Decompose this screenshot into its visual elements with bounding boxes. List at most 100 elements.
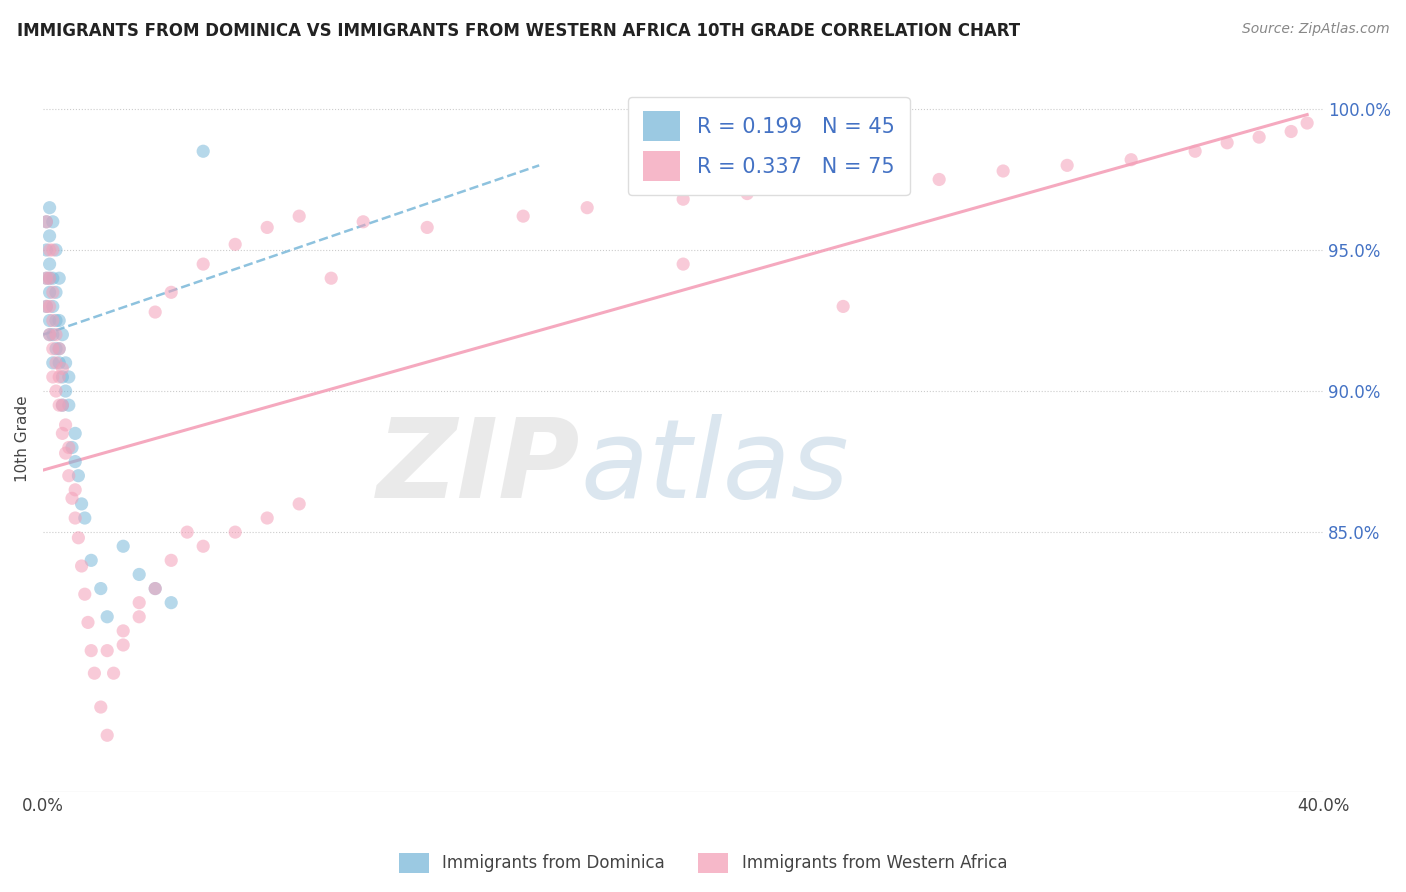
- Point: [35, 300, 58, 314]
- Point: [51, 398, 73, 412]
- Point: [73, 511, 96, 525]
- Point: [83, 666, 105, 681]
- Point: [51, 398, 73, 412]
- Point: [70, 497, 93, 511]
- Y-axis label: 10th Grade: 10th Grade: [15, 396, 30, 483]
- Point: [38, 300, 60, 314]
- Point: [1296, 116, 1319, 130]
- Point: [42, 327, 65, 342]
- Point: [35, 271, 58, 285]
- Point: [35, 243, 58, 257]
- Point: [35, 215, 58, 229]
- Point: [51, 361, 73, 376]
- Point: [128, 596, 150, 610]
- Point: [45, 327, 67, 342]
- Point: [51, 327, 73, 342]
- Point: [193, 539, 215, 553]
- Point: [63, 454, 86, 468]
- Point: [128, 609, 150, 624]
- Point: [832, 300, 855, 314]
- Point: [51, 370, 73, 384]
- Point: [73, 587, 96, 601]
- Point: [176, 525, 198, 540]
- Point: [288, 497, 311, 511]
- Point: [80, 643, 103, 657]
- Point: [672, 192, 695, 206]
- Point: [321, 271, 343, 285]
- Point: [58, 468, 80, 483]
- Point: [63, 483, 86, 497]
- Point: [58, 370, 80, 384]
- Point: [38, 313, 60, 327]
- Point: [288, 209, 311, 223]
- Point: [35, 215, 58, 229]
- Legend: R = 0.199   N = 45, R = 0.337   N = 75: R = 0.199 N = 45, R = 0.337 N = 75: [628, 96, 910, 195]
- Point: [112, 624, 135, 638]
- Point: [60, 491, 83, 506]
- Point: [45, 342, 67, 356]
- Point: [42, 356, 65, 370]
- Point: [70, 559, 93, 574]
- Point: [48, 342, 70, 356]
- Point: [735, 186, 758, 201]
- Point: [256, 511, 278, 525]
- Point: [576, 201, 599, 215]
- Point: [512, 209, 534, 223]
- Point: [160, 596, 183, 610]
- Point: [38, 228, 60, 243]
- Point: [160, 285, 183, 300]
- Point: [416, 220, 439, 235]
- Point: [45, 313, 67, 327]
- Point: [38, 271, 60, 285]
- Point: [128, 567, 150, 582]
- Point: [45, 356, 67, 370]
- Point: [928, 172, 950, 186]
- Point: [1121, 153, 1143, 167]
- Point: [51, 426, 73, 441]
- Point: [38, 271, 60, 285]
- Point: [224, 525, 246, 540]
- Point: [42, 370, 65, 384]
- Point: [48, 342, 70, 356]
- Point: [1279, 124, 1302, 138]
- Point: [58, 398, 80, 412]
- Point: [42, 285, 65, 300]
- Point: [63, 511, 86, 525]
- Point: [38, 327, 60, 342]
- Point: [77, 615, 100, 630]
- Point: [42, 215, 65, 229]
- Point: [48, 398, 70, 412]
- Point: [38, 257, 60, 271]
- Point: [63, 426, 86, 441]
- Point: [90, 700, 112, 714]
- Point: [143, 582, 166, 596]
- Point: [42, 300, 65, 314]
- Point: [45, 243, 67, 257]
- Point: [352, 215, 374, 229]
- Point: [90, 582, 112, 596]
- Text: ZIP: ZIP: [377, 414, 581, 521]
- Point: [55, 446, 77, 460]
- Text: IMMIGRANTS FROM DOMINICA VS IMMIGRANTS FROM WESTERN AFRICA 10TH GRADE CORRELATIO: IMMIGRANTS FROM DOMINICA VS IMMIGRANTS F…: [17, 22, 1019, 40]
- Point: [1249, 130, 1271, 145]
- Point: [35, 300, 58, 314]
- Point: [80, 553, 103, 567]
- Text: Source: ZipAtlas.com: Source: ZipAtlas.com: [1241, 22, 1389, 37]
- Point: [1216, 136, 1239, 150]
- Point: [45, 384, 67, 398]
- Point: [58, 441, 80, 455]
- Point: [1056, 158, 1078, 172]
- Point: [991, 164, 1014, 178]
- Point: [96, 728, 118, 742]
- Point: [160, 553, 183, 567]
- Point: [256, 220, 278, 235]
- Point: [38, 201, 60, 215]
- Point: [672, 257, 695, 271]
- Point: [55, 356, 77, 370]
- Point: [193, 145, 215, 159]
- Point: [42, 271, 65, 285]
- Text: atlas: atlas: [581, 414, 849, 521]
- Point: [45, 285, 67, 300]
- Point: [96, 609, 118, 624]
- Point: [1184, 145, 1206, 159]
